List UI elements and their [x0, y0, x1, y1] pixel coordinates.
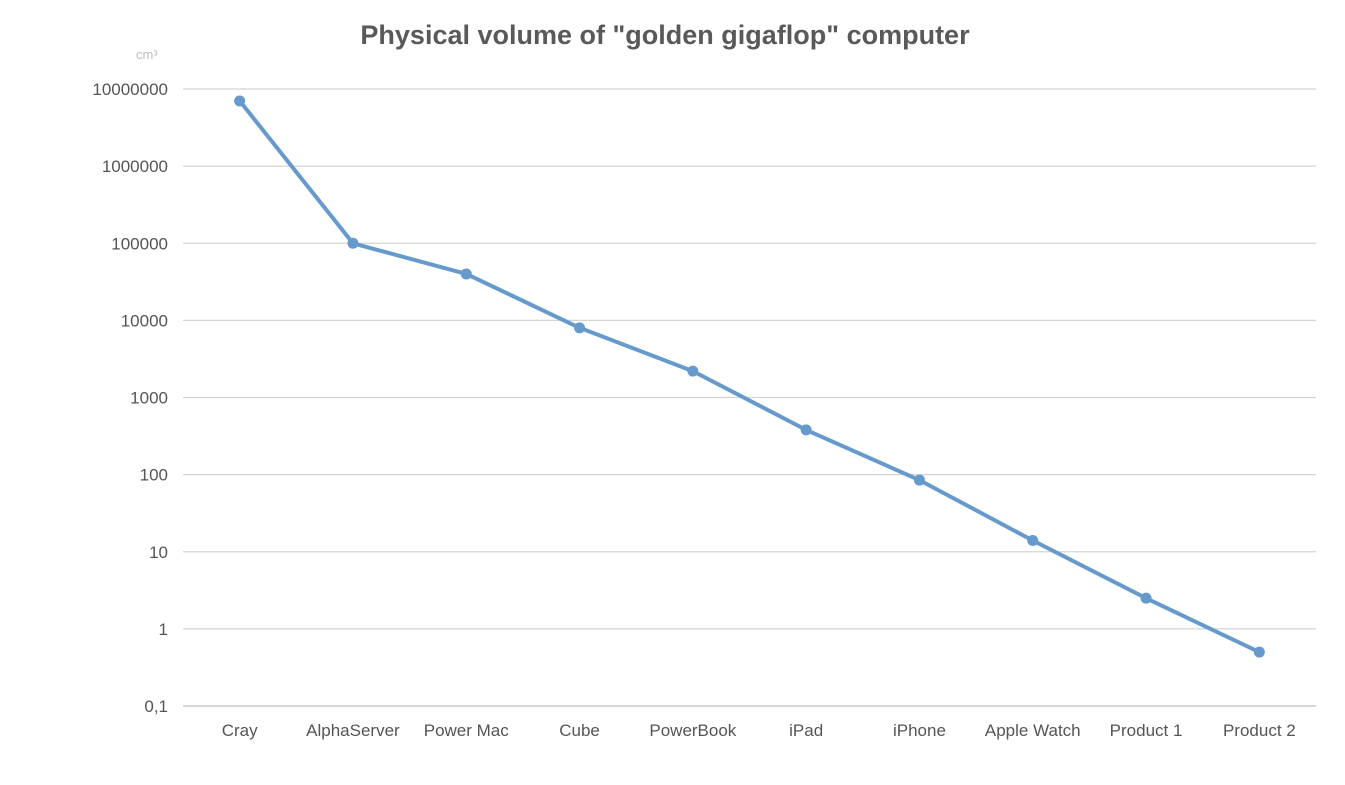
data-point — [574, 322, 586, 334]
y-tick-label: 1 — [159, 620, 168, 639]
x-tick-label: Apple Watch — [985, 721, 1081, 740]
series — [234, 95, 1265, 658]
data-point — [687, 365, 699, 377]
x-tick-label: Power Mac — [424, 721, 510, 740]
data-point — [1140, 592, 1152, 604]
data-point — [1253, 646, 1265, 658]
x-tick-label: Product 1 — [1110, 721, 1183, 740]
x-axis-tick-labels: Cray AlphaServer Power Mac Cube PowerBook iPa… — [222, 721, 1296, 740]
chart-title: Physical volume of "golden gigaflop" com… — [360, 20, 970, 50]
x-tick-label: AlphaServer — [306, 721, 400, 740]
y-tick-label: 10000000 — [92, 80, 168, 99]
y-tick-label: 1000000 — [102, 157, 168, 176]
x-tick-label: iPhone — [893, 721, 946, 740]
y-tick-label: 10000 — [121, 311, 168, 330]
y-axis-unit-label: cm³ — [136, 47, 158, 62]
data-point — [800, 424, 812, 436]
series-line — [237, 98, 1262, 655]
data-point — [913, 474, 925, 486]
y-tick-label: 1000 — [130, 389, 168, 408]
x-tick-label: Product 2 — [1223, 721, 1296, 740]
data-point — [460, 268, 472, 280]
data-point — [1027, 534, 1039, 546]
x-tick-label: iPad — [789, 721, 823, 740]
y-tick-label: 100000 — [111, 234, 168, 253]
x-tick-label: Cray — [222, 721, 258, 740]
x-tick-label: PowerBook — [649, 721, 736, 740]
x-tick-label: Cube — [559, 721, 600, 740]
data-point — [234, 95, 246, 107]
y-axis-tick-labels: 0,1 1 10 100 1000 10000 100000 1000000 10000000 — [92, 80, 168, 716]
gridlines — [183, 88, 1316, 707]
data-point — [347, 237, 359, 249]
y-tick-label: 10 — [149, 543, 168, 562]
y-tick-label: 0,1 — [144, 697, 168, 716]
y-tick-label: 100 — [140, 466, 168, 485]
